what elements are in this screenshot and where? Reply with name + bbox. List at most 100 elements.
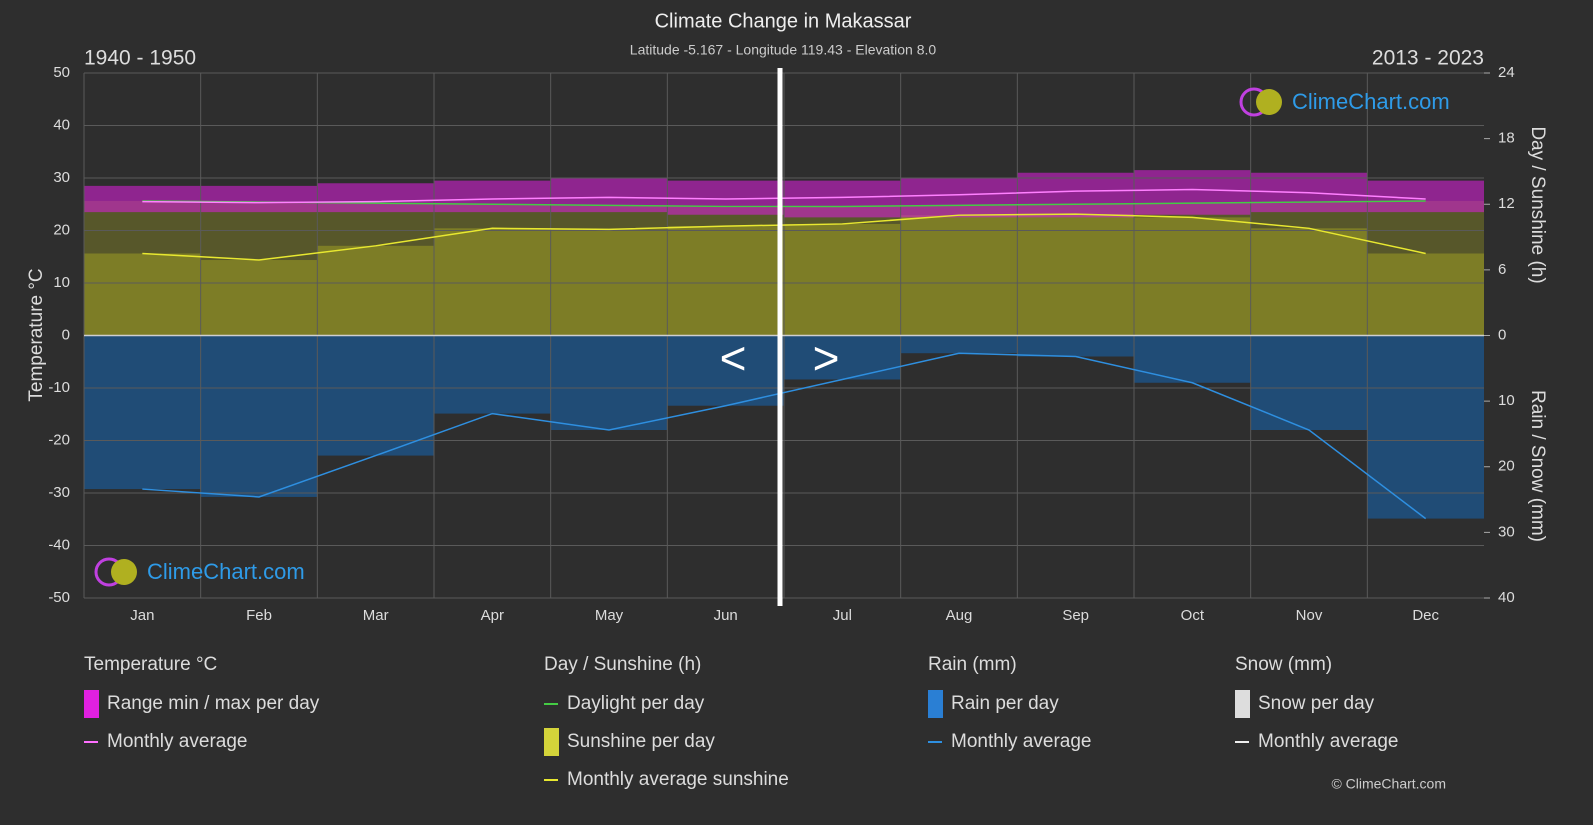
temp-range (667, 180, 784, 215)
x-tick-label: Sep (1062, 607, 1089, 624)
logo-text: ClimeChart.com (147, 559, 305, 584)
legend-label: Range min / max per day (107, 693, 320, 714)
sunshine-avg-line (142, 213, 1426, 261)
rain-bar (200, 335, 318, 497)
legend-label: Snow per day (1258, 693, 1375, 714)
sunshine-bar (667, 226, 784, 336)
y-axis-label: Temperature °C (26, 268, 47, 401)
legend-label: Daylight per day (567, 693, 705, 714)
x-tick-label: Mar (363, 607, 389, 624)
y2-tick-label: 18 (1498, 130, 1515, 147)
sunshine-bar (1367, 253, 1484, 336)
sunshine-bar (200, 260, 318, 336)
temp-range (434, 180, 551, 213)
rain-bar (900, 335, 1018, 354)
rain-bar (84, 335, 201, 490)
legend-swatch (84, 690, 99, 718)
legend-label: Monthly average (107, 731, 247, 752)
copyright: © ClimeChart.com (1331, 776, 1446, 792)
subtitle: Latitude -5.167 - Longitude 119.43 - Ele… (630, 42, 937, 58)
rain-avg-line (142, 352, 1427, 520)
y3-tick-label: 20 (1498, 458, 1515, 475)
legend-label: Monthly average (1258, 731, 1398, 752)
rain-bar (667, 335, 784, 406)
temp-range (550, 178, 668, 213)
period-right: 2013 - 2023 (1372, 47, 1484, 70)
temp-range (200, 185, 318, 213)
y2-tick-label: 24 (1498, 64, 1515, 81)
y3-tick-label: 40 (1498, 589, 1515, 606)
legend-swatch (544, 728, 559, 756)
legend-title: Temperature °C (84, 654, 217, 675)
temp-range (784, 180, 901, 218)
daylight-line (142, 200, 1426, 208)
temp-range (84, 185, 201, 213)
sunshine-bar (550, 229, 668, 336)
rain-bar (550, 335, 668, 430)
x-tick-label: Jun (714, 607, 738, 624)
legend-title: Snow (mm) (1235, 654, 1332, 675)
legend-swatch (928, 690, 943, 718)
rain-bar (784, 335, 901, 380)
x-tick-label: Feb (246, 607, 272, 624)
sunshine-bar (1017, 214, 1134, 336)
x-tick-label: Jan (130, 607, 154, 624)
y-tick-label: 0 (62, 326, 70, 343)
legend-title: Day / Sunshine (h) (544, 654, 701, 675)
legend-label: Sunshine per day (567, 731, 715, 752)
sunshine-bar (900, 215, 1018, 336)
y2-tick-label: 12 (1498, 195, 1515, 212)
chart-title: Climate Change in Makassar (655, 10, 912, 32)
rain-bar (1134, 335, 1251, 383)
y-tick-label: -50 (48, 589, 70, 606)
y-tick-label: -20 (48, 431, 70, 448)
y-tick-label: -40 (48, 536, 70, 553)
temp-range (317, 183, 434, 213)
y2-axis-label: Day / Sunshine (h) (1527, 126, 1548, 283)
y-tick-label: 10 (53, 274, 70, 291)
temp-range (1134, 170, 1251, 215)
rain-bar (434, 335, 551, 414)
temp-avg-line (142, 188, 1426, 204)
rain-bar (1250, 335, 1368, 430)
y-tick-label: -10 (48, 379, 70, 396)
sunshine-bar (84, 253, 201, 336)
nav-next[interactable]: > (813, 332, 840, 384)
sunshine-bar (1134, 217, 1251, 336)
x-tick-label: Dec (1412, 607, 1439, 624)
logo-text: ClimeChart.com (1292, 89, 1450, 114)
x-tick-label: Apr (481, 607, 504, 624)
y-tick-label: -30 (48, 484, 70, 501)
sunshine-bar (434, 228, 551, 336)
logo-sun (111, 559, 137, 585)
rain-bar (317, 335, 434, 456)
y-tick-label: 50 (53, 64, 70, 81)
temp-range (1017, 172, 1134, 218)
sunshine-bar (1250, 228, 1368, 336)
legend-title: Rain (mm) (928, 654, 1017, 675)
period-left: 1940 - 1950 (84, 47, 196, 70)
y3-tick-label: 30 (1498, 523, 1515, 540)
sunshine-bar (317, 245, 434, 336)
rain-bar (1367, 335, 1484, 519)
x-tick-label: Oct (1181, 607, 1205, 624)
x-tick-label: May (595, 607, 624, 624)
y3-axis-label: Rain / Snow (mm) (1527, 390, 1548, 542)
legend-label: Monthly average (951, 731, 1091, 752)
x-tick-label: Nov (1296, 607, 1323, 624)
y2-tick-label: 0 (1498, 326, 1506, 343)
y2-tick-label: 6 (1498, 261, 1506, 278)
x-tick-label: Jul (833, 607, 852, 624)
nav-prev[interactable]: < (720, 332, 747, 384)
legend-swatch (1235, 690, 1250, 718)
temp-range (900, 178, 1018, 218)
y-tick-label: 20 (53, 221, 70, 238)
rain-bar (1017, 335, 1134, 357)
y-tick-label: 30 (53, 169, 70, 186)
logo-sun (1256, 89, 1282, 115)
sunshine-bar (784, 223, 901, 336)
y3-tick-label: 10 (1498, 392, 1515, 409)
legend-label: Rain per day (951, 693, 1059, 714)
